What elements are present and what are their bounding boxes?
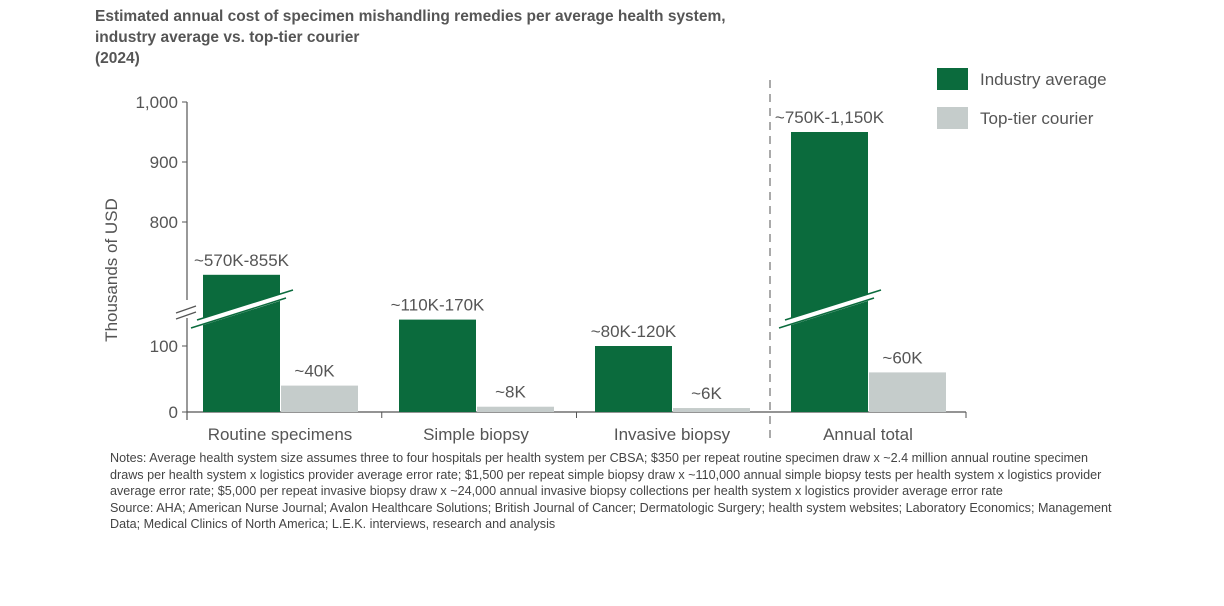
bar-break-edge bbox=[778, 297, 875, 329]
data-label: ~6K bbox=[691, 384, 722, 403]
x-tick-label: Routine specimens bbox=[208, 425, 353, 444]
x-tick-label: Annual total bbox=[823, 425, 913, 444]
legend-swatch bbox=[937, 107, 968, 129]
title-line: (2024) bbox=[95, 50, 140, 67]
legend-swatch bbox=[937, 68, 968, 90]
x-tick-label: Simple biopsy bbox=[423, 425, 529, 444]
bar-industry bbox=[399, 319, 476, 412]
x-tick-label: Invasive biopsy bbox=[614, 425, 731, 444]
bar-break-mark bbox=[785, 292, 874, 327]
y-tick-label: 100 bbox=[150, 337, 178, 356]
data-label: ~750K-1,150K bbox=[775, 108, 885, 127]
y-tick-label: 0 bbox=[169, 403, 178, 422]
axis-break-mark bbox=[175, 311, 197, 320]
y-tick-label: 1,000 bbox=[135, 93, 178, 112]
bar-break-edge bbox=[190, 297, 287, 329]
bar-courier bbox=[673, 408, 750, 412]
notes: Notes: Average health system size assume… bbox=[110, 450, 1120, 533]
chart-title: Estimated annual cost of specimen mishan… bbox=[95, 6, 726, 69]
notes-text: Notes: Average health system size assume… bbox=[110, 451, 1102, 499]
bar-industry bbox=[791, 132, 868, 412]
axis-break-mark bbox=[175, 305, 197, 314]
legend-label: Top-tier courier bbox=[980, 109, 1094, 128]
data-label: ~80K-120K bbox=[591, 322, 677, 341]
data-label: ~8K bbox=[495, 383, 526, 402]
bar-courier bbox=[281, 385, 358, 412]
y-axis-label: Thousands of USD bbox=[102, 198, 121, 342]
bar-courier bbox=[869, 372, 946, 412]
data-label: ~570K-855K bbox=[194, 251, 290, 270]
data-label: ~110K-170K bbox=[391, 296, 485, 315]
bar-courier bbox=[477, 406, 554, 412]
bar-break-mark bbox=[197, 292, 286, 327]
bar-break-edge bbox=[784, 289, 882, 321]
bar-chart: 0 100 800 900 1,000 Thousands of USD Routine s… bbox=[102, 68, 1107, 444]
legend-label: Industry average bbox=[980, 70, 1107, 89]
data-label: ~40K bbox=[294, 362, 335, 381]
bar-industry bbox=[595, 346, 672, 412]
y-tick-label: 900 bbox=[150, 153, 178, 172]
y-tick-label: 800 bbox=[150, 213, 178, 232]
title-line: Estimated annual cost of specimen mishan… bbox=[95, 8, 726, 25]
data-label: ~60K bbox=[882, 348, 923, 367]
bar-industry bbox=[203, 274, 280, 412]
source-text: Source: AHA; American Nurse Journal; Ava… bbox=[110, 500, 1112, 532]
bar-break-edge bbox=[196, 289, 294, 321]
title-line: industry average vs. top-tier courier bbox=[95, 29, 360, 46]
